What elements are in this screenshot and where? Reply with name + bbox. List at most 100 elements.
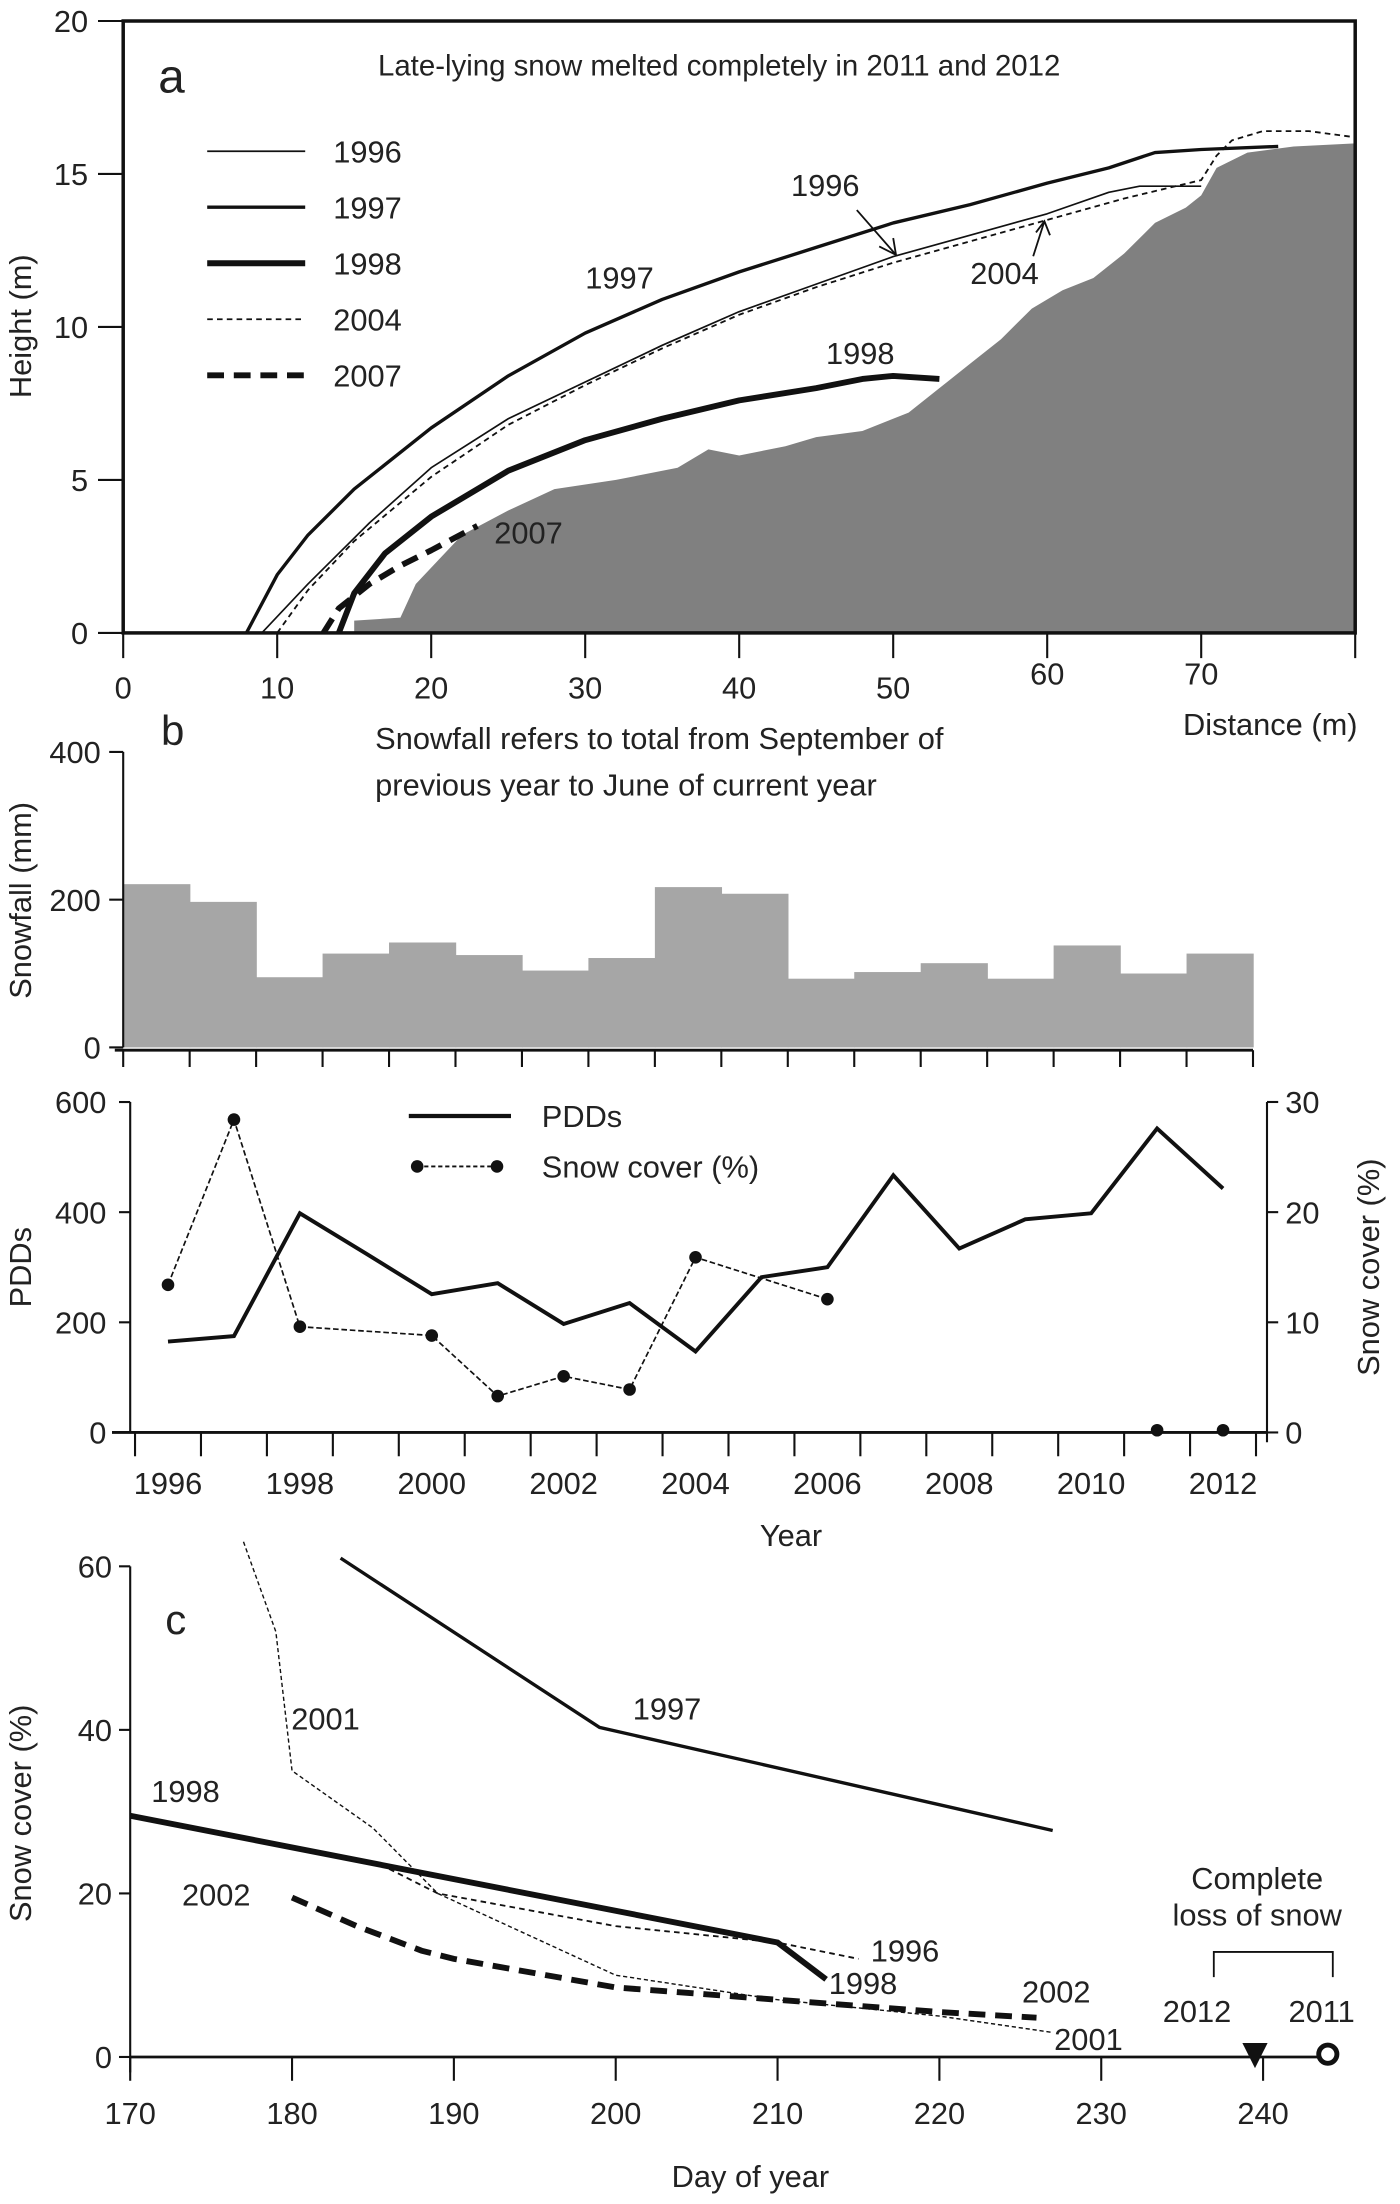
legend-snow-cover-dot — [490, 1160, 504, 1173]
snow-cover-line-1996 — [388, 1868, 859, 1960]
complete-loss-title-1: Complete — [1191, 1861, 1323, 1896]
panel-b-pdd: 1996 1998 2000 2002 2004 2006 2008 2010 20120200… — [3, 1085, 1386, 1553]
annotation-a-2004: 2004 — [970, 256, 1039, 291]
panel-b-label: b — [161, 707, 184, 754]
line-pdds — [167, 1125, 1225, 1355]
x-tick-label-a: 70 — [1184, 657, 1218, 692]
profile-line-1996 — [261, 185, 1202, 634]
y-tick-label-a: 0 — [71, 616, 88, 651]
snow-cover-line-1997 — [339, 1556, 1054, 1833]
snowfall-bar-1996 — [123, 884, 191, 1048]
ground-profile — [354, 143, 1356, 633]
profile-line-2007 — [320, 523, 479, 635]
arrow-1996-icon — [856, 209, 898, 257]
legend-label-2004: 2004 — [333, 302, 402, 337]
annotation-c-2001: 2001 — [291, 1701, 360, 1736]
arrow-2004-icon — [1032, 219, 1051, 257]
y-tick-label-snowfall: 0 — [84, 1031, 101, 1066]
legend-snow-cover-label: Snow cover (%) — [542, 1150, 759, 1185]
x-tick-label-c: 190 — [428, 2096, 479, 2131]
snowfall-bar-2003 — [588, 958, 656, 1048]
annotation-a-1996: 1996 — [791, 168, 860, 203]
snow-cover-point-1997 — [227, 1113, 241, 1126]
annotation-c-1998: 1998 — [829, 1966, 898, 2001]
snow-cover-point-1998 — [293, 1320, 307, 1334]
legend-pdd: PDDs Snow cover (%) — [408, 1099, 759, 1185]
y-axis-label-snowfall: Snowfall (mm) — [3, 802, 38, 999]
snowfall-bar-2004 — [654, 887, 723, 1048]
y-axis-label-a: Height (m) — [3, 254, 38, 398]
x-axis-label-year: Year — [760, 1518, 822, 1553]
snow-cover-point-2001 — [491, 1389, 504, 1403]
snowfall-note-line2: previous year to June of current year — [375, 767, 877, 802]
annotation-c-1996: 1996 — [871, 1934, 940, 1969]
y-axis-label-snow-cover-c: Snow cover (%) — [3, 1705, 38, 1922]
y-tick-label-a: 20 — [54, 4, 88, 39]
snowfall-bar-1998 — [256, 977, 324, 1048]
y-tick-label-snowfall: 200 — [49, 883, 100, 918]
snow-cover-point-2004 — [689, 1251, 702, 1264]
x-tick-label-year: 2010 — [1057, 1466, 1126, 1501]
snowfall-bar-2007 — [854, 972, 922, 1048]
open-circle-2011-icon — [1316, 2042, 1340, 2066]
snowfall-bar-2008 — [920, 963, 988, 1048]
snow-cover-point-2012 — [1216, 1423, 1230, 1437]
y-tick-label-snow-cover: 30 — [1285, 1085, 1319, 1120]
panel-c: 170 180 190 200 210 220 230 240 0 20 40 60 c Day of… — [3, 1541, 1355, 2194]
y-tick-label-snowfall: 400 — [49, 735, 100, 770]
x-tick-label-c: 210 — [752, 2096, 803, 2131]
x-tick-label-c: 220 — [914, 2096, 965, 2131]
x-tick-label-year: 2000 — [398, 1466, 467, 1501]
marker-label-2011: 2011 — [1288, 1994, 1354, 2029]
legend-label-2007: 2007 — [333, 358, 402, 393]
x-tick-label-c: 240 — [1237, 2096, 1288, 2131]
snowfall-bar-2012 — [1186, 953, 1254, 1048]
x-tick-label-a: 10 — [260, 671, 294, 706]
snowfall-bar-2011 — [1120, 973, 1188, 1048]
y-tick-label-pdds: 600 — [55, 1085, 106, 1120]
x-tick-label-c: 180 — [266, 2096, 317, 2131]
x-tick-label-year: 2006 — [793, 1466, 862, 1501]
y-tick-label-c: 40 — [78, 1713, 112, 1748]
x-tick-label-c: 170 — [105, 2096, 156, 2131]
snowfall-bar-1999 — [322, 953, 390, 1048]
snowfall-bar-2002 — [521, 970, 590, 1048]
x-tick-label-year: 1996 — [134, 1466, 203, 1501]
snow-cover-point-2000 — [425, 1329, 439, 1342]
x-tick-label-a: 50 — [876, 671, 910, 706]
annotation-c-2002: 2002 — [182, 1878, 251, 1913]
legend-pdds-label: PDDs — [542, 1099, 622, 1134]
y-tick-label-pdds: 0 — [89, 1416, 106, 1451]
snow-cover-point-2002 — [557, 1369, 570, 1383]
snowfall-bar-2001 — [455, 955, 523, 1048]
y-tick-label-snow-cover: 0 — [1285, 1416, 1302, 1451]
x-tick-label-a: 60 — [1030, 657, 1064, 692]
annotation-a-2007: 2007 — [494, 515, 563, 550]
panel-c-label: c — [165, 1596, 186, 1643]
panel-b-snowfall: b Snowfall refers to total from Septembe… — [3, 707, 1255, 1067]
y-tick-label-a: 5 — [71, 463, 88, 498]
annotation-c-2002: 2002 — [1022, 1974, 1091, 2009]
legend-label-1998: 1998 — [333, 246, 402, 281]
x-tick-label-year: 2008 — [925, 1466, 994, 1501]
snowfall-bar-2010 — [1053, 945, 1121, 1048]
x-tick-label-a: 20 — [414, 671, 448, 706]
annotation-a-1997: 1997 — [585, 260, 654, 295]
x-axis-label-day: Day of year — [672, 2159, 829, 2194]
x-tick-label-year: 2002 — [529, 1466, 598, 1501]
panel-a-title: Late-lying snow melted completely in 201… — [378, 50, 1060, 83]
panel-a: 0 10 20 30 40 50 60 70 0 5 10 15 20 a Late-lying sno… — [3, 4, 1358, 742]
y-tick-label-c: 20 — [78, 1877, 112, 1912]
snowfall-bar-2006 — [787, 978, 855, 1048]
snowfall-bar-2009 — [987, 978, 1055, 1048]
y-tick-label-snow-cover: 20 — [1285, 1195, 1319, 1230]
x-axis-label-a: Distance (m) — [1183, 707, 1358, 742]
snow-cover-line-2001 — [242, 1541, 1053, 2034]
snowfall-note-line1: Snowfall refers to total from September … — [375, 721, 944, 756]
y-tick-label-a: 10 — [54, 310, 88, 345]
y-tick-label-c: 60 — [78, 1550, 112, 1585]
y-tick-label-a: 15 — [54, 157, 88, 192]
complete-loss-bracket — [1212, 1951, 1334, 1978]
snowfall-bar-2000 — [389, 942, 457, 1048]
